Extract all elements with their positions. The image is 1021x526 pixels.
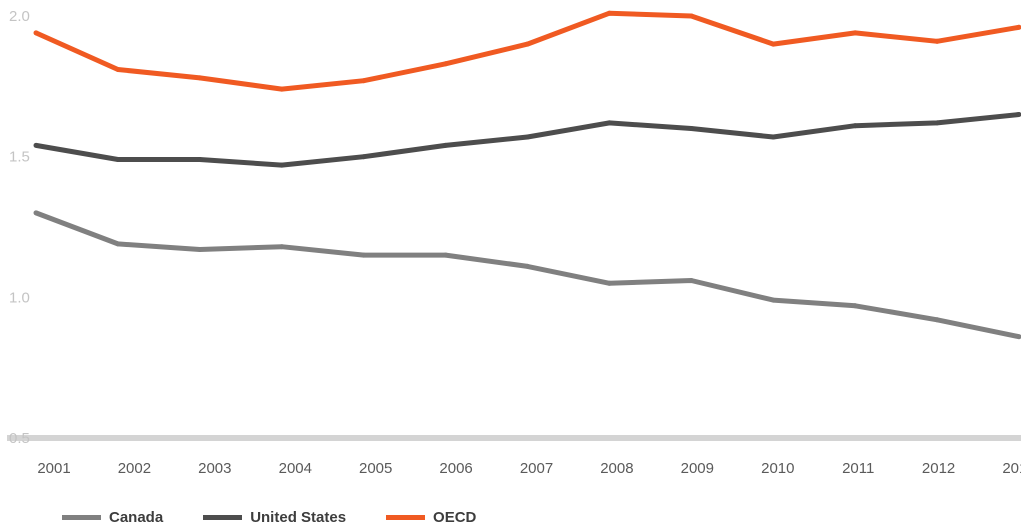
legend-swatch-oecd bbox=[386, 515, 425, 520]
x-tick-label: 2006 bbox=[439, 460, 472, 477]
data-point-united-states-6 bbox=[525, 135, 530, 140]
x-tick-label: 2013 bbox=[1002, 460, 1021, 477]
y-tick-label: 2.0 bbox=[9, 8, 30, 25]
data-point-oecd-10 bbox=[853, 30, 858, 35]
x-tick-label: 2009 bbox=[681, 460, 714, 477]
series-line-oecd bbox=[36, 13, 1019, 89]
data-point-oecd-9 bbox=[771, 42, 776, 47]
data-point-united-states-3 bbox=[279, 163, 284, 168]
data-point-canada-10 bbox=[853, 303, 858, 308]
data-point-canada-5 bbox=[443, 253, 448, 258]
legend: Canada United States OECD bbox=[62, 509, 516, 526]
legend-label-oecd: OECD bbox=[433, 509, 476, 526]
series-line-united-states bbox=[36, 115, 1019, 166]
data-point-oecd-2 bbox=[197, 75, 202, 80]
data-point-oecd-7 bbox=[607, 11, 612, 16]
x-tick-label: 2002 bbox=[118, 460, 151, 477]
data-point-canada-6 bbox=[525, 264, 530, 269]
x-tick-label: 2010 bbox=[761, 460, 794, 477]
data-point-canada-2 bbox=[197, 247, 202, 252]
data-point-canada-8 bbox=[689, 278, 694, 283]
x-tick-label: 2005 bbox=[359, 460, 392, 477]
data-point-united-states-10 bbox=[853, 123, 858, 128]
data-point-oecd-1 bbox=[115, 67, 120, 72]
legend-swatch-united-states bbox=[203, 515, 242, 520]
data-point-canada-0 bbox=[34, 210, 39, 215]
data-point-oecd-0 bbox=[34, 30, 39, 35]
series-line-canada bbox=[36, 213, 1019, 337]
data-point-united-states-11 bbox=[935, 120, 940, 125]
legend-label-united-states: United States bbox=[250, 509, 346, 526]
data-point-united-states-7 bbox=[607, 120, 612, 125]
data-point-canada-11 bbox=[935, 317, 940, 322]
data-point-canada-1 bbox=[115, 241, 120, 246]
data-point-united-states-5 bbox=[443, 143, 448, 148]
legend-label-canada: Canada bbox=[109, 509, 163, 526]
data-point-united-states-9 bbox=[771, 135, 776, 140]
legend-item-united-states: United States bbox=[203, 509, 346, 526]
data-point-canada-3 bbox=[279, 244, 284, 249]
data-point-oecd-8 bbox=[689, 14, 694, 19]
data-point-oecd-5 bbox=[443, 61, 448, 66]
data-point-united-states-2 bbox=[197, 157, 202, 162]
x-tick-label: 2007 bbox=[520, 460, 553, 477]
data-point-oecd-11 bbox=[935, 39, 940, 44]
legend-swatch-canada bbox=[62, 515, 101, 520]
data-point-oecd-6 bbox=[525, 42, 530, 47]
x-tick-label: 2001 bbox=[37, 460, 70, 477]
data-point-canada-4 bbox=[361, 253, 366, 258]
data-point-oecd-3 bbox=[279, 87, 284, 92]
y-tick-label: 1.0 bbox=[9, 289, 30, 306]
data-point-united-states-8 bbox=[689, 126, 694, 131]
x-tick-label: 2004 bbox=[279, 460, 312, 477]
data-point-oecd-4 bbox=[361, 78, 366, 83]
x-tick-label: 2012 bbox=[922, 460, 955, 477]
line-chart: 0.5 1.0 1.5 2.0 2001 2002 2003 2004 2005 2006 200… bbox=[0, 0, 1021, 500]
y-tick-label: 0.5 bbox=[9, 430, 30, 447]
legend-item-oecd: OECD bbox=[386, 509, 476, 526]
data-point-united-states-4 bbox=[361, 154, 366, 159]
legend-item-canada: Canada bbox=[62, 509, 163, 526]
x-tick-label: 2011 bbox=[842, 460, 874, 477]
x-tick-label: 2008 bbox=[600, 460, 633, 477]
data-point-canada-7 bbox=[607, 281, 612, 286]
data-point-canada-9 bbox=[771, 298, 776, 303]
data-point-united-states-0 bbox=[34, 143, 39, 148]
y-tick-label: 1.5 bbox=[9, 149, 30, 166]
x-tick-label: 2003 bbox=[198, 460, 231, 477]
data-point-united-states-1 bbox=[115, 157, 120, 162]
